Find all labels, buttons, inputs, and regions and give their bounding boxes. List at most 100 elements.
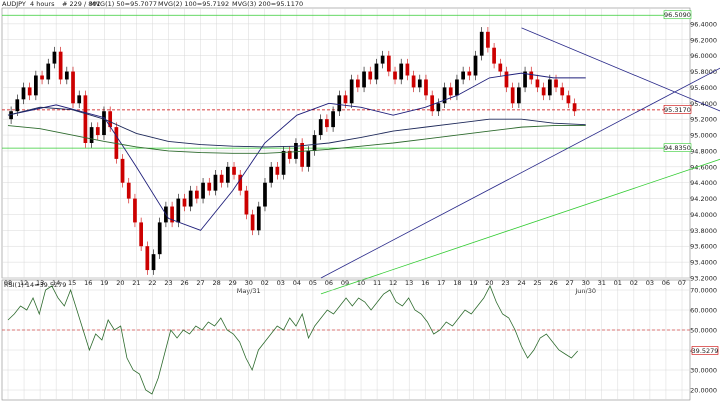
y-tick-label: 95.2000 [690, 116, 717, 124]
candle-body [300, 143, 304, 167]
candle-body [368, 71, 373, 80]
rsi-value-label: 39.5279 [692, 347, 719, 355]
candle-body [405, 63, 410, 76]
candle-body [219, 174, 224, 183]
candle-body [424, 79, 428, 96]
candle-body [331, 111, 335, 128]
rsi-panel-frame [1, 279, 691, 401]
candle-body [281, 150, 286, 175]
rsi-line [7, 285, 578, 395]
rsi-y-tick-label: 30.0000 [690, 367, 717, 375]
candle-body [566, 95, 571, 104]
rsi-title: RSI(1) 14=39.5279 [4, 281, 66, 289]
candle-body [547, 79, 552, 96]
candle-body [417, 79, 422, 88]
y-tick-label: 93.2000 [690, 275, 717, 283]
candle-body [256, 206, 261, 231]
y-tick-label: 93.4000 [690, 259, 717, 267]
lower-level-price-label-box [663, 143, 692, 152]
candle-body [399, 63, 404, 80]
candle-body [188, 190, 193, 207]
y-tick-label: 95.6000 [690, 84, 717, 92]
candle-body [139, 222, 143, 247]
trendline [320, 67, 720, 279]
rsi-y-tick-label: 20.0000 [690, 387, 717, 395]
candle-body [498, 63, 503, 72]
candle-body [34, 75, 38, 96]
y-tick-label: 94.2000 [690, 195, 717, 203]
y-tick-label: 94.4000 [690, 179, 717, 187]
y-tick-label: 95.0000 [690, 132, 717, 140]
candle-body [269, 166, 274, 183]
candle-body [244, 190, 249, 215]
candle-body [411, 75, 416, 88]
y-tick-label: 93.8000 [690, 227, 717, 235]
header-mvg1: MVG(1) 50=95.7077 [90, 0, 157, 8]
y-tick-label: 94.6000 [690, 163, 717, 171]
rsi-y-tick-label: 70.0000 [690, 287, 717, 295]
y-tick-label: 96.2000 [690, 36, 717, 44]
upper-level-price-label: 96.5090 [664, 11, 691, 19]
candle-body [89, 127, 94, 143]
candle-body [157, 222, 162, 255]
candle-body [64, 71, 69, 80]
candle-body [349, 79, 354, 104]
candle-body [182, 198, 187, 207]
y-tick-label: 95.8000 [690, 68, 717, 76]
candle-body [170, 206, 174, 223]
trendline [521, 27, 720, 112]
candle-body [343, 95, 348, 104]
candle-body [151, 254, 156, 271]
candle-body [467, 71, 472, 76]
candle-body [362, 71, 366, 88]
candle-body [374, 63, 379, 80]
candle-body [380, 55, 385, 64]
candle-body [21, 87, 26, 100]
y-tick-label: 93.6000 [690, 243, 717, 251]
candle-body [287, 150, 292, 159]
candle-body [213, 174, 218, 191]
candle-body [120, 158, 125, 183]
candle-body [356, 79, 360, 88]
candle-body [46, 63, 51, 80]
candle-body [232, 166, 236, 175]
rsi-y-tick-label: 60.0000 [690, 307, 717, 315]
candle-body [529, 71, 534, 80]
candle-body [541, 87, 546, 96]
candle-body [145, 246, 150, 271]
candle-body [393, 71, 397, 80]
moving-average-line [7, 125, 586, 154]
header-timeframe: 4 hours [30, 0, 55, 8]
candle-body [306, 150, 311, 167]
candle-body [263, 182, 267, 207]
upper-level-price-label-box [663, 10, 692, 20]
candle-body [250, 214, 255, 231]
candle-body [517, 87, 521, 104]
candle-body [504, 71, 509, 88]
candle-body [238, 174, 243, 191]
candle-body [15, 99, 20, 112]
candle-body [40, 75, 44, 80]
candle-body [71, 71, 75, 104]
candle-body [225, 166, 230, 183]
y-tick-label: 96.4000 [690, 20, 717, 28]
candle-body [492, 47, 496, 64]
candle-body [27, 87, 32, 96]
candle-body [325, 119, 329, 128]
candle-body [58, 51, 63, 80]
candle-body [83, 95, 88, 143]
candle-body [442, 87, 447, 104]
lower-level-price-label: 94.8350 [664, 144, 691, 152]
candle-body [473, 55, 478, 76]
candle-body [560, 87, 565, 96]
candle-body [554, 79, 558, 88]
current-price-label-box [663, 105, 692, 114]
y-tick-label: 96.0000 [690, 52, 717, 60]
rsi-y-tick-label: 50.0000 [690, 327, 717, 335]
candle-body [114, 127, 119, 159]
candle-body [77, 95, 82, 104]
candle-body [430, 95, 435, 112]
candle-body [535, 79, 540, 88]
